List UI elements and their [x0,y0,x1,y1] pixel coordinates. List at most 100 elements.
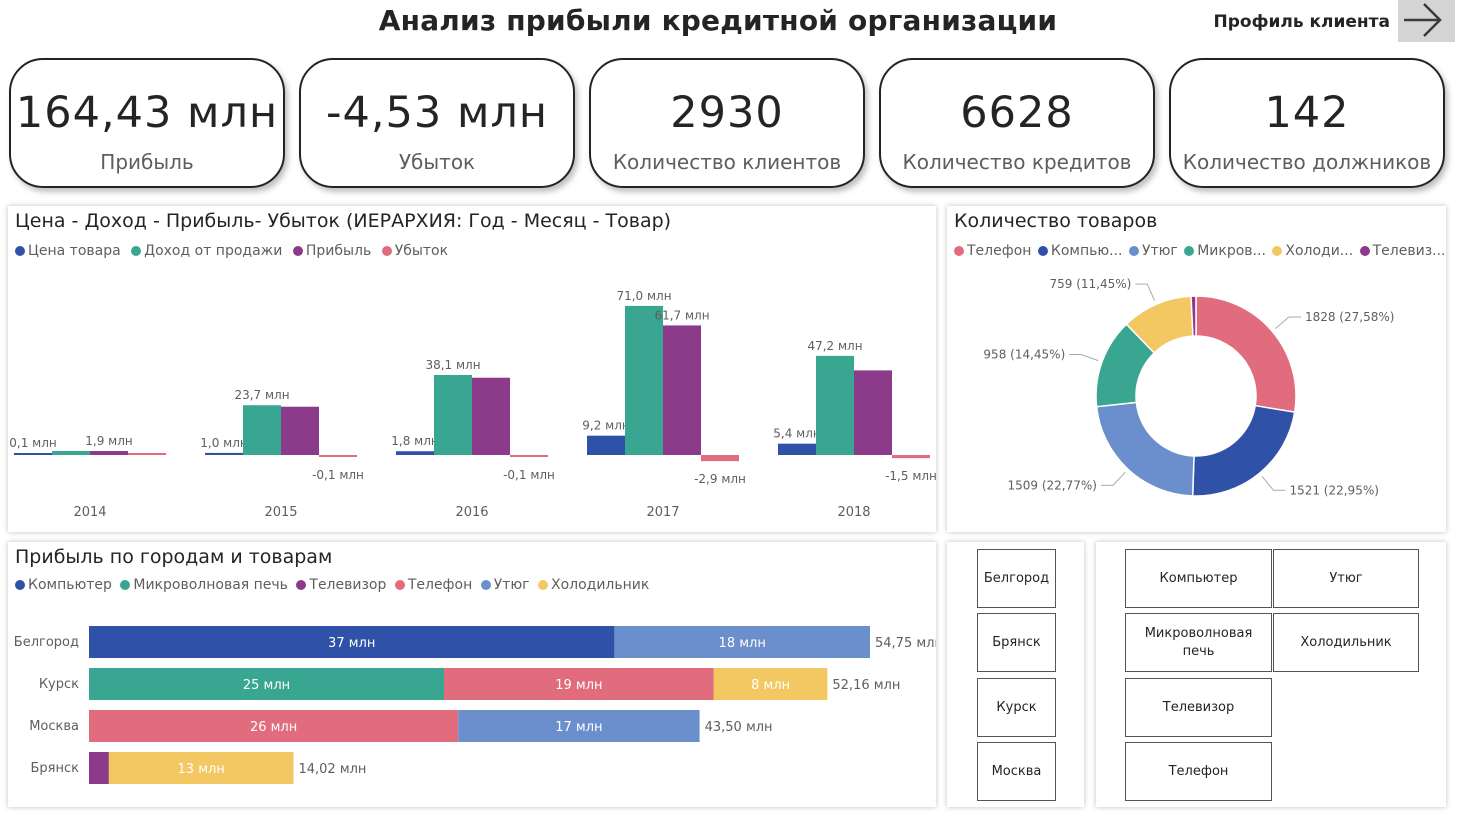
legend-item[interactable]: Доход от продажи [131,243,282,259]
slice-label: 958 (14,45%) [983,348,1065,362]
slice-label: 1509 (22,77%) [1007,478,1096,492]
column-bar [243,405,281,455]
legend-label: Холодильник [550,577,650,593]
legend-label: Микров... [1197,243,1266,259]
data-label: -2,9 млн [694,472,746,486]
data-label: -0,1 млн [312,468,364,482]
product-slicer-item[interactable]: Утюг [1273,549,1419,608]
city-slicer-item[interactable]: Брянск [977,613,1056,672]
legend-dot [296,580,307,590]
legend-item[interactable]: Холодильник [537,577,650,593]
legend-dot [15,580,25,590]
slice-label: 759 (11,45%) [1050,277,1132,291]
segment-label: 19 млн [555,678,602,693]
client-profile-button[interactable] [1398,0,1455,42]
product-slicer: Компьютер Утюг Микроволновая печь Холоди… [1096,542,1446,807]
stacked-bar-segment [89,668,444,700]
column-chart-panel: Цена - Доход - Прибыль- Убыток (ИЕРАРХИЯ… [8,206,936,532]
legend-item[interactable]: Телефон [954,243,1031,259]
column-chart: 0,1 млн 1,9 млн 2014 1,0 млн 23,7 млн -0,1 мл… [9,289,936,520]
data-label: 61,7 млн [654,308,709,322]
legend-dot [954,246,964,256]
legend-item[interactable]: Убыток [381,243,448,259]
column-bar [854,370,892,455]
legend-label: Доход от продажи [144,243,283,259]
legend-item[interactable]: Телевизор [296,577,386,593]
product-slicer-item[interactable]: Холодильник [1273,613,1419,672]
client-profile-link[interactable]: Профиль клиента [1213,12,1390,32]
kpi-value: -4,53 млн [326,88,548,138]
donut-chart: 1828 (27,58%) 1521 (22,95%) 1509 (22,77%) 9… [983,277,1394,497]
legend-item[interactable]: Микров... [1184,243,1266,259]
stacked-bar-segment [444,668,714,700]
data-label: 0,1 млн [9,436,56,450]
column-bar [434,374,472,455]
total-label: 54,75 млн [875,636,936,651]
legend-item[interactable]: Холоди... [1272,243,1353,259]
segment-label: 37 млн [328,636,375,651]
product-slicer-item[interactable]: Телевизор [1125,678,1272,737]
column-bar [587,435,625,455]
legend-dot [394,580,405,590]
chart-title: Цена - Доход - Прибыль- Убыток (ИЕРАРХИЯ… [15,210,672,232]
column-bar [663,325,701,455]
legend-item[interactable]: Компью... [1037,243,1122,259]
x-tick-label: 2015 [264,505,297,520]
legend-item[interactable]: Утюг [480,577,530,593]
column-bar [14,453,52,455]
city-label: Брянск [31,761,80,776]
city-slicer-item[interactable]: Курск [977,678,1056,737]
city-label: Москва [29,719,79,734]
legend-dot [1359,246,1370,256]
legend-dot [292,246,303,256]
data-label: 1,8 млн [391,434,438,448]
slice-label: 1521 (22,95%) [1289,483,1378,497]
chart-title: Количество товаров [954,210,1158,232]
stacked-bar-segment [89,626,615,658]
leader-line [1100,471,1126,486]
segment-label: 13 млн [178,762,225,777]
column-bar [319,455,357,457]
legend-dot [15,246,25,256]
leader-line [1135,283,1156,301]
kpi-card-profit: 164,43 млн Прибыль [9,58,285,188]
legend-label: Микроволновая печь [133,577,288,593]
x-tick-label: 2016 [455,505,488,520]
data-label: 9,2 млн [582,419,629,433]
legend-item[interactable]: Компьютер [15,577,112,593]
column-bar [90,451,128,455]
legend-item[interactable]: Микроволновая печь [120,577,288,593]
total-label: 43,50 млн [705,720,773,735]
column-bar [205,452,243,455]
stacked-bar-segment [614,626,870,658]
legend-item[interactable]: Прибыль [292,243,371,259]
chart-legend: Компьютер Микроволновая печь Телевизор Т… [15,577,649,593]
legend-item[interactable]: Утюг [1128,243,1178,259]
column-bar [52,451,90,455]
legend-label: Цена товара [28,243,121,259]
city-slicer-item[interactable]: Москва [977,742,1056,801]
city-slicer-item[interactable]: Белгород [977,549,1056,608]
legend-dot [381,246,392,256]
product-slicer-item[interactable]: Компьютер [1125,549,1272,608]
leader-line [1069,354,1099,362]
donut-chart-panel: Количество товаров Телефон Компью... Утю… [947,206,1446,532]
legend-label: Телевизор [309,577,387,593]
legend-label: Компьютер [28,577,112,593]
segment-label: 25 млн [243,678,290,693]
product-slicer-item[interactable]: Микроволновая печь [1125,613,1272,672]
legend-item[interactable]: Телевиз... [1359,243,1446,259]
kpi-value: 142 [1264,88,1350,138]
stacked-bar-segment [108,752,294,784]
column-bar [701,455,739,462]
leader-line [1261,476,1286,491]
legend-item[interactable]: Телефон [394,577,472,593]
legend-item[interactable]: Цена товара [15,243,121,259]
column-bar [778,443,816,455]
stacked-bar-segment [89,710,459,742]
legend-dot [1184,246,1195,256]
legend-label: Телевиз... [1372,243,1446,259]
data-label: -1,5 млн [885,469,936,483]
product-slicer-item[interactable]: Телефон [1125,742,1272,801]
chart-legend: Цена товара Доход от продажи Прибыль Убы… [15,243,454,259]
